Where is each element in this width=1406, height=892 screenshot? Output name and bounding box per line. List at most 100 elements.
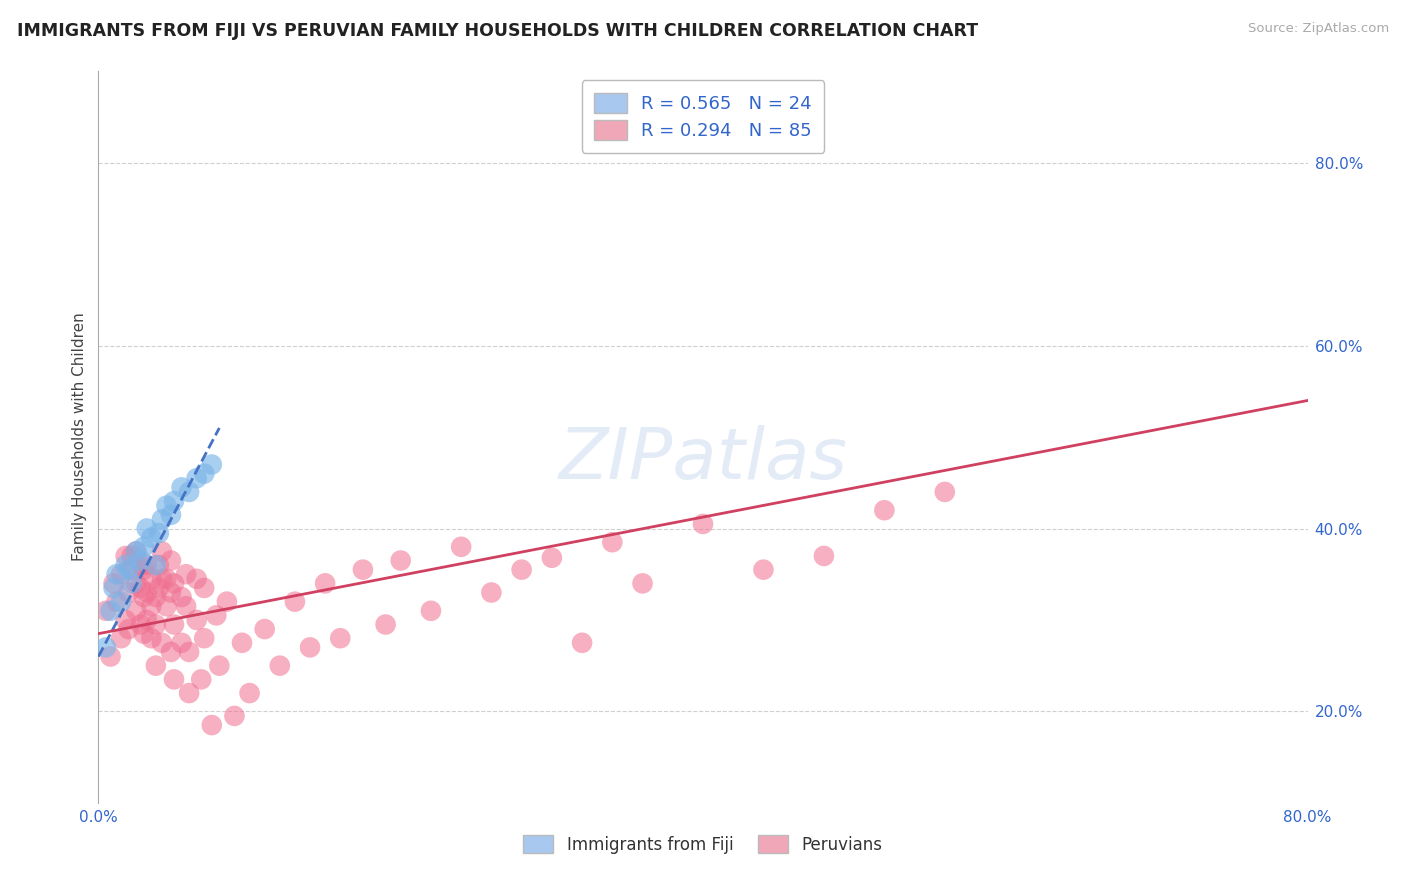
Point <box>103 581 125 595</box>
Text: ZIPatlas: ZIPatlas <box>558 425 848 493</box>
Point <box>129 581 152 595</box>
Point <box>150 544 173 558</box>
Point <box>114 549 136 563</box>
Point <box>141 531 163 545</box>
Point <box>100 604 122 618</box>
Point <box>174 599 197 614</box>
Point <box>186 471 208 485</box>
Point <box>110 567 132 582</box>
Point <box>284 594 307 608</box>
Point <box>179 485 201 500</box>
Point <box>125 544 148 558</box>
Point <box>450 540 472 554</box>
Point <box>148 558 170 573</box>
Point <box>103 576 125 591</box>
Point <box>105 567 128 582</box>
Point <box>163 673 186 687</box>
Point <box>160 508 183 522</box>
Point <box>150 512 173 526</box>
Point <box>253 622 276 636</box>
Point <box>145 617 167 632</box>
Point <box>205 608 228 623</box>
Point <box>121 549 143 563</box>
Point <box>129 553 152 567</box>
Point <box>352 563 374 577</box>
Point <box>129 558 152 573</box>
Point <box>934 485 956 500</box>
Point <box>135 613 157 627</box>
Point <box>193 581 215 595</box>
Point <box>129 617 152 632</box>
Point <box>132 563 155 577</box>
Point <box>208 658 231 673</box>
Point <box>420 604 443 618</box>
Point <box>110 594 132 608</box>
Point <box>224 709 246 723</box>
Point <box>121 576 143 591</box>
Point <box>160 553 183 567</box>
Point <box>170 636 193 650</box>
Point <box>193 632 215 646</box>
Point <box>602 535 624 549</box>
Point <box>215 594 238 608</box>
Point <box>105 594 128 608</box>
Point <box>148 581 170 595</box>
Point <box>389 553 412 567</box>
Point <box>114 558 136 573</box>
Point <box>132 626 155 640</box>
Point <box>510 563 533 577</box>
Point <box>329 632 352 646</box>
Point <box>571 636 593 650</box>
Point <box>135 521 157 535</box>
Point <box>170 590 193 604</box>
Point <box>155 499 177 513</box>
Point <box>813 549 835 563</box>
Point <box>135 585 157 599</box>
Point <box>114 613 136 627</box>
Legend: Immigrants from Fiji, Peruvians: Immigrants from Fiji, Peruvians <box>516 829 890 860</box>
Point <box>145 658 167 673</box>
Point <box>174 567 197 582</box>
Text: IMMIGRANTS FROM FIJI VS PERUVIAN FAMILY HOUSEHOLDS WITH CHILDREN CORRELATION CHA: IMMIGRANTS FROM FIJI VS PERUVIAN FAMILY … <box>17 22 979 40</box>
Point <box>141 632 163 646</box>
Point <box>121 563 143 577</box>
Point <box>94 604 117 618</box>
Point <box>118 622 141 636</box>
Point <box>186 613 208 627</box>
Point <box>145 558 167 573</box>
Point <box>132 540 155 554</box>
Point <box>118 563 141 577</box>
Point <box>374 617 396 632</box>
Point <box>160 645 183 659</box>
Point <box>150 572 173 586</box>
Point <box>155 572 177 586</box>
Point <box>125 604 148 618</box>
Point <box>201 718 224 732</box>
Point <box>145 590 167 604</box>
Point <box>540 550 562 565</box>
Point <box>201 458 224 472</box>
Point <box>163 617 186 632</box>
Point <box>125 576 148 591</box>
Text: Source: ZipAtlas.com: Source: ZipAtlas.com <box>1249 22 1389 36</box>
Point <box>269 658 291 673</box>
Point <box>170 480 193 494</box>
Point <box>135 558 157 573</box>
Point <box>155 599 177 614</box>
Point <box>100 649 122 664</box>
Point <box>132 590 155 604</box>
Point <box>163 494 186 508</box>
Point <box>186 572 208 586</box>
Point <box>873 503 896 517</box>
Point <box>299 640 322 655</box>
Point <box>163 576 186 591</box>
Point <box>179 645 201 659</box>
Point <box>631 576 654 591</box>
Point <box>150 636 173 650</box>
Point <box>141 572 163 586</box>
Point <box>148 526 170 541</box>
Point <box>190 673 212 687</box>
Point <box>314 576 336 591</box>
Point <box>160 585 183 599</box>
Point <box>481 585 503 599</box>
